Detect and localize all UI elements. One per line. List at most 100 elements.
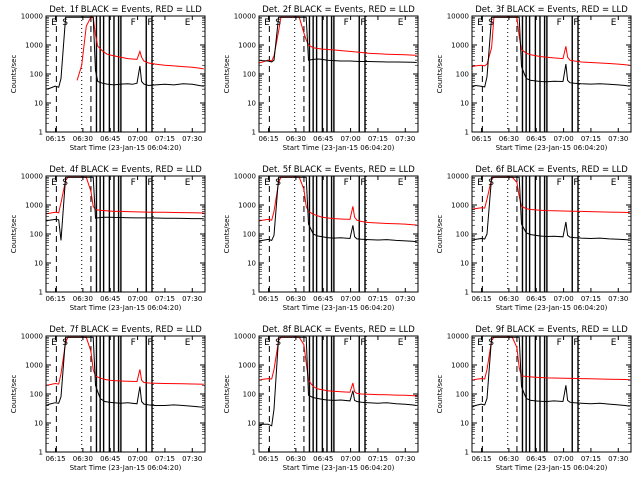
event-marker-label: E <box>264 338 270 348</box>
event-marker-label: E <box>185 338 191 348</box>
panel-title: Det. 4f BLACK = Events, RED = LLD <box>49 165 202 175</box>
x-tick-label: 06:15 <box>45 135 65 143</box>
x-tick-label: 07:15 <box>368 135 388 143</box>
detector-panel-4: Det. 4f BLACK = Events, RED = LLD 06:15 06… <box>10 165 206 312</box>
y-tick-label: 10000 <box>234 13 256 21</box>
x-tick-label: 06:30 <box>499 295 519 303</box>
x-tick-label: 06:30 <box>73 455 93 463</box>
x-tick-label: 07:00 <box>553 135 573 143</box>
plot-frame <box>471 335 632 453</box>
x-tick-label: 06:30 <box>73 135 93 143</box>
y-tick-label: 1000 <box>451 362 469 370</box>
detector-panel-7: Det. 7f BLACK = Events, RED = LLD 06:15 06… <box>10 325 206 472</box>
x-tick-label: 06:30 <box>499 135 519 143</box>
event-marker-label: E <box>477 178 483 188</box>
y-axis-label: Counts/sec <box>10 375 18 414</box>
y-tick-label: 10000 <box>447 173 469 181</box>
events-series-line <box>471 16 630 88</box>
event-marker-label: S <box>488 338 494 348</box>
x-tick-label: 07:15 <box>155 135 175 143</box>
y-tick-label: 10000 <box>21 333 43 341</box>
events-series-line <box>471 176 630 241</box>
detector-panel-2: Det. 2f BLACK = Events, RED = LLD 06:15 06… <box>223 5 419 152</box>
event-marker-label: F <box>131 178 136 188</box>
x-tick-label: 06:30 <box>286 295 306 303</box>
x-tick-label: 07:30 <box>395 295 415 303</box>
y-tick-label: 10000 <box>234 173 256 181</box>
x-tick-label: 07:30 <box>395 135 415 143</box>
x-tick-label: 06:30 <box>286 455 306 463</box>
x-tick-label: 06:15 <box>258 135 278 143</box>
y-tick-label: 10 <box>247 260 256 268</box>
x-axis-label: Start Time (23-Jan-15 06:04:20) <box>283 304 395 312</box>
x-tick-label: 06:45 <box>100 135 120 143</box>
x-axis-label: Start Time (23-Jan-15 06:04:20) <box>496 464 608 472</box>
events-series-line <box>45 16 204 90</box>
x-axis-label: Start Time (23-Jan-15 06:04:20) <box>283 144 395 152</box>
y-axis-label: Counts/sec <box>436 55 444 94</box>
detector-panel-9: Det. 9f BLACK = Events, RED = LLD 06:15 06… <box>436 325 632 472</box>
x-tick-label: 07:00 <box>553 295 573 303</box>
y-tick-label: 1 <box>39 289 43 297</box>
panel-title: Det. 5f BLACK = Events, RED = LLD <box>262 165 415 175</box>
y-tick-label: 10 <box>247 100 256 108</box>
y-tick-label: 10000 <box>21 173 43 181</box>
panel-title: Det. 9f BLACK = Events, RED = LLD <box>475 325 628 335</box>
events-series-line <box>471 336 630 408</box>
event-marker-label: E <box>477 338 483 348</box>
x-tick-label: 06:15 <box>45 295 65 303</box>
panel-title: Det. 1f BLACK = Events, RED = LLD <box>49 5 202 15</box>
x-tick-label: 06:15 <box>471 295 491 303</box>
event-marker-label: F <box>131 18 136 28</box>
event-marker-label: S <box>62 338 68 348</box>
lld-series-line <box>258 16 417 64</box>
lld-series-line <box>258 336 417 397</box>
event-marker-label: F <box>360 338 365 348</box>
event-marker-label: S <box>488 18 494 28</box>
event-marker-label: F <box>147 338 152 348</box>
lld-series-line <box>471 336 630 381</box>
plot-frame <box>45 175 206 293</box>
lld-series-line <box>258 176 417 226</box>
detector-panel-1: Det. 1f BLACK = Events, RED = LLD 06:15 06… <box>10 5 206 152</box>
y-tick-label: 100 <box>456 231 469 239</box>
x-tick-label: 06:15 <box>258 455 278 463</box>
x-axis-label: Start Time (23-Jan-15 06:04:20) <box>70 144 182 152</box>
event-marker-label: F <box>573 338 578 348</box>
y-tick-label: 100 <box>243 231 256 239</box>
y-tick-label: 1000 <box>25 202 43 210</box>
detector-panel-6: Det. 6f BLACK = Events, RED = LLD 06:15 06… <box>436 165 632 312</box>
events-series-line <box>45 176 204 241</box>
y-tick-label: 100 <box>456 71 469 79</box>
event-marker-label: F <box>147 18 152 28</box>
x-tick-label: 06:45 <box>313 135 333 143</box>
x-tick-label: 06:15 <box>45 455 65 463</box>
y-tick-label: 1000 <box>238 362 256 370</box>
x-tick-label: 07:30 <box>182 135 202 143</box>
y-tick-label: 1 <box>252 129 256 137</box>
x-tick-label: 07:30 <box>182 295 202 303</box>
event-marker-label: E <box>398 178 404 188</box>
event-marker-label: S <box>62 18 68 28</box>
event-marker-label: E <box>611 18 617 28</box>
event-marker-label: S <box>62 178 68 188</box>
event-marker-label: E <box>477 18 483 28</box>
x-tick-label: 07:15 <box>368 295 388 303</box>
event-marker-label: F <box>557 338 562 348</box>
x-tick-label: 07:30 <box>395 455 415 463</box>
y-tick-label: 1 <box>252 449 256 457</box>
lld-series-line <box>471 16 630 68</box>
x-axis-label: Start Time (23-Jan-15 06:04:20) <box>70 304 182 312</box>
event-marker-label: E <box>51 338 57 348</box>
x-tick-label: 06:45 <box>100 295 120 303</box>
panel-title: Det. 3f BLACK = Events, RED = LLD <box>475 5 628 15</box>
event-marker-label: F <box>573 178 578 188</box>
events-series-line <box>258 176 417 243</box>
x-tick-label: 07:15 <box>581 135 601 143</box>
events-series-line <box>258 336 417 427</box>
y-tick-label: 10 <box>34 260 43 268</box>
x-tick-label: 07:30 <box>608 295 628 303</box>
x-tick-label: 07:00 <box>127 455 147 463</box>
panel-title: Det. 8f BLACK = Events, RED = LLD <box>262 325 415 335</box>
